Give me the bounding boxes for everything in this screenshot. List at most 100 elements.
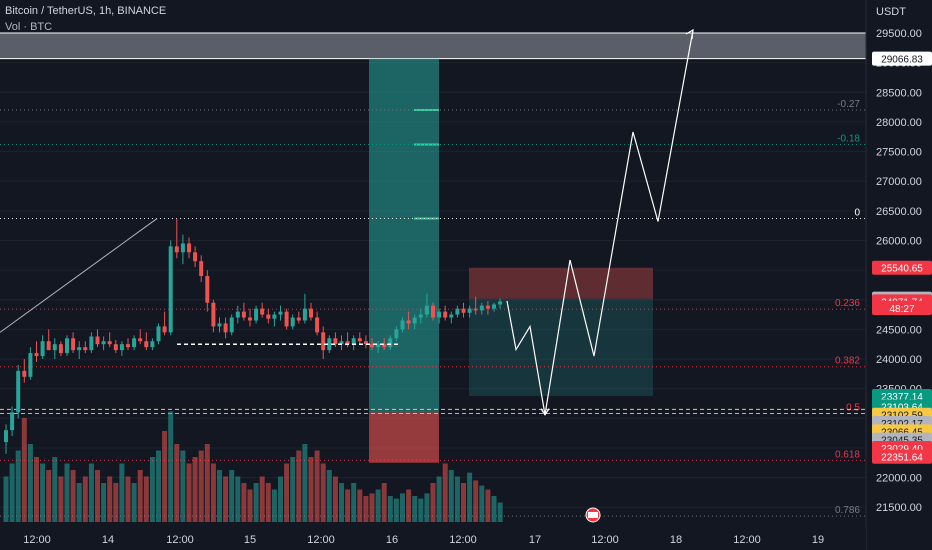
volume-bar — [192, 457, 198, 522]
time-tick-label: 12:00 — [449, 534, 477, 546]
symbol-legend[interactable]: Bitcoin / TetherUS, 1h, BINANCE — [5, 5, 167, 17]
volume-bar — [259, 476, 265, 522]
candle-body — [199, 261, 204, 277]
candle-body — [406, 320, 411, 324]
candle-body — [382, 344, 387, 348]
price-tick-label: 26000.00 — [876, 235, 922, 247]
price-tag-background — [872, 51, 932, 66]
candle-body — [156, 326, 161, 342]
price-tick-label: 28500.00 — [876, 87, 922, 99]
price-tag-label: 25540.65 — [881, 264, 923, 275]
candle-body — [467, 308, 472, 313]
volume-bar — [95, 470, 100, 522]
candle-body — [126, 344, 130, 348]
time-tick-label: 19 — [812, 534, 824, 546]
candle-body — [431, 305, 435, 318]
volume-bar — [278, 476, 283, 522]
candle-body — [394, 329, 399, 339]
candle-body — [193, 252, 198, 262]
volume-bar — [491, 496, 497, 522]
volume-bar — [180, 450, 186, 522]
volume-bar — [162, 431, 168, 522]
fibonacci-levels: -0.27 -0.18 0 0.236 0.382 0.5 0.618 0.786 — [0, 99, 866, 517]
volume-bar — [461, 483, 466, 522]
short-position-stop-zone — [469, 267, 653, 299]
event-flag-icon-inner — [588, 512, 598, 518]
candle-body — [113, 344, 118, 351]
candle-body — [296, 317, 301, 321]
volume-bar — [418, 498, 424, 522]
time-tick-label: 14 — [102, 534, 114, 546]
volume-bar — [125, 476, 131, 522]
candle-body — [235, 311, 240, 318]
candle-body — [455, 308, 460, 315]
volume-bar — [137, 470, 143, 522]
drawings — [0, 28, 694, 416]
volume-legend[interactable]: Vol · BTC — [5, 21, 53, 33]
fib-label: -0.27 — [837, 99, 860, 110]
time-tick-label: 16 — [386, 534, 398, 546]
price-tag-label: 23029.40 — [881, 444, 923, 455]
candle-body — [16, 370, 21, 413]
candle-body — [424, 305, 429, 315]
candlesticks — [4, 218, 503, 454]
volume-bar — [143, 476, 149, 522]
candle-body — [418, 314, 423, 318]
candle-body — [77, 347, 82, 351]
volume-bar — [442, 463, 448, 522]
price-tag: 23377.14 — [872, 388, 932, 403]
volume-bar — [119, 463, 125, 522]
volume-bar — [168, 411, 174, 522]
candle-body — [71, 338, 76, 351]
candle-body — [180, 243, 185, 253]
price-tick-label: 27000.00 — [876, 176, 922, 188]
candle-body — [22, 370, 27, 377]
candle-body — [449, 314, 454, 318]
volume-bar — [113, 483, 119, 522]
candle-body — [150, 341, 155, 348]
price-tag: 48:27 — [872, 301, 932, 316]
volume-bar — [82, 476, 88, 522]
volume-bars — [3, 411, 503, 522]
price-tick-label: 29500.00 — [876, 28, 922, 40]
volume-bar — [253, 483, 259, 522]
candle-body — [89, 336, 94, 351]
candle-body — [363, 341, 368, 345]
volume-bar — [223, 476, 229, 522]
volume-bar — [15, 450, 21, 522]
candle-body — [46, 341, 51, 351]
candle-body — [345, 341, 350, 345]
volume-bar — [314, 450, 320, 522]
long-position-target-zone — [369, 58, 439, 413]
price-tag-label: 22351.64 — [881, 453, 923, 464]
candle-body — [65, 338, 69, 354]
volume-bar — [107, 476, 113, 522]
trend-line — [0, 218, 158, 333]
volume-bar — [265, 483, 271, 522]
price-tag-background — [872, 388, 932, 403]
candle-body — [168, 246, 173, 333]
fib-label: 0.382 — [835, 356, 860, 367]
volume-bar — [381, 483, 387, 522]
volume-bar — [64, 463, 70, 522]
time-tick-label: 15 — [244, 534, 256, 546]
volume-bar — [375, 489, 381, 522]
volume-bar — [9, 463, 15, 522]
candle-body — [187, 243, 191, 253]
volume-bar — [339, 483, 344, 522]
candle-body — [40, 341, 45, 357]
volume-bar — [210, 463, 216, 522]
volume-bar — [149, 457, 155, 522]
volume-bar — [198, 450, 204, 522]
volume-bar — [473, 480, 479, 522]
candle-body — [217, 323, 222, 327]
candle-body — [211, 302, 216, 327]
time-tick-label: 17 — [529, 534, 541, 546]
candle-body — [34, 353, 39, 357]
candle-body — [485, 305, 490, 309]
time-tick-label: 12:00 — [23, 534, 51, 546]
price-tick-label: 24500.00 — [876, 324, 922, 336]
fib-label: 0.5 — [846, 403, 860, 414]
candle-body — [138, 338, 143, 342]
